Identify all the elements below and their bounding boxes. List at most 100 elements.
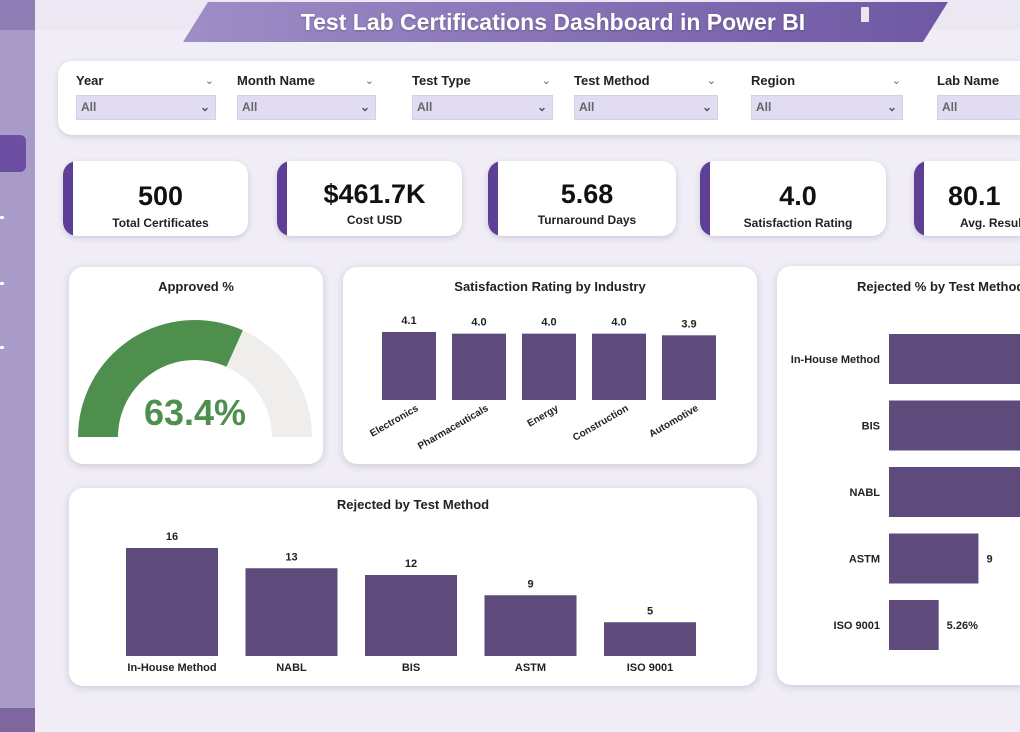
filter-value: All bbox=[81, 100, 97, 114]
bar bbox=[592, 333, 646, 400]
sidebar-nav-item[interactable] bbox=[0, 282, 4, 285]
bar bbox=[126, 548, 218, 656]
sidebar-nav-item[interactable] bbox=[0, 346, 4, 349]
bookmark-icon[interactable] bbox=[861, 7, 869, 22]
filter-value: All bbox=[579, 100, 595, 114]
gauge-fill bbox=[78, 320, 243, 437]
category-label: ASTM bbox=[849, 554, 880, 566]
data-label: 5 bbox=[647, 605, 653, 617]
category-label: NABL bbox=[849, 487, 880, 499]
bar bbox=[889, 600, 939, 650]
category-label: ASTM bbox=[515, 662, 546, 674]
filter-label: Year bbox=[76, 73, 104, 88]
satisfaction-by-industry-card: Satisfaction Rating by Industry 4.1 Elect… bbox=[343, 267, 757, 464]
kpi-accent bbox=[277, 161, 287, 236]
bar bbox=[889, 533, 979, 584]
kpi-satisfaction-rating: 4.0 Satisfaction Rating bbox=[700, 161, 886, 236]
kpi-value: 5.68 bbox=[560, 179, 614, 209]
chevron-down-icon[interactable]: ⌄ bbox=[204, 75, 214, 87]
filter-month-name[interactable]: Month Name ⌄ All ⌄ bbox=[237, 71, 376, 120]
data-label: 16 bbox=[166, 531, 178, 543]
sidebar-nav-item[interactable] bbox=[0, 216, 4, 219]
data-label: 4.0 bbox=[611, 317, 626, 329]
sidebar-nav-active[interactable] bbox=[0, 135, 26, 172]
filter-select[interactable]: All ⌄ bbox=[751, 95, 903, 120]
kpi-avg-result: 80.1 Avg. Result bbox=[914, 161, 1020, 236]
kpi-value: 4.0 bbox=[779, 181, 817, 211]
rejected-by-test-method-card: Rejected by Test Method 16 In-House Metho… bbox=[69, 488, 757, 686]
kpi-label: Satisfaction Rating bbox=[743, 216, 853, 230]
chevron-down-icon[interactable]: ⌄ bbox=[364, 75, 374, 87]
chevron-down-icon: ⌄ bbox=[199, 100, 210, 114]
category-label: Electronics bbox=[368, 403, 421, 440]
kpi-accent bbox=[63, 161, 73, 236]
data-label: 12 bbox=[405, 558, 417, 570]
sidebar-footer bbox=[0, 708, 35, 732]
filter-select[interactable]: All ⌄ bbox=[76, 95, 216, 120]
chevron-down-icon: ⌄ bbox=[536, 100, 547, 114]
filter-label: Region bbox=[751, 73, 796, 88]
filter-select[interactable]: All ⌄ bbox=[574, 95, 718, 120]
bar bbox=[889, 467, 1020, 517]
chart-title: Satisfaction Rating by Industry bbox=[454, 279, 646, 294]
bar bbox=[365, 575, 457, 656]
kpi-value: 500 bbox=[137, 181, 184, 211]
rejected-by-test-method-chart: 16 In-House Method 13 NABL 12 BIS 9 ASTM 5 ISO 90… bbox=[126, 531, 696, 674]
approved-gauge-card: Approved % 63.4% bbox=[69, 267, 323, 464]
chevron-down-icon: ⌄ bbox=[886, 100, 897, 114]
data-label: 4.1 bbox=[401, 315, 416, 327]
gauge-value-label: 63.4% bbox=[144, 392, 246, 433]
title-banner: Test Lab Certifications Dashboard in Pow… bbox=[183, 2, 948, 42]
filter-test-type[interactable]: Test Type ⌄ All ⌄ bbox=[412, 71, 553, 120]
bar bbox=[662, 335, 716, 400]
bar bbox=[382, 332, 436, 400]
category-label: BIS bbox=[862, 421, 880, 433]
filter-select[interactable]: All bbox=[937, 95, 1020, 120]
filter-value: All bbox=[756, 100, 772, 114]
category-label: ISO 9001 bbox=[834, 620, 880, 632]
satisfaction-by-industry-chart: 4.1 Electronics 4.0 Pharmaceuticals 4.0 Energ… bbox=[368, 315, 716, 452]
rejected-pct-by-test-method-chart: In-House Method BIS NABL ASTM 9 ISO 9001 5.26% bbox=[791, 334, 1020, 650]
chevron-down-icon: ⌄ bbox=[359, 100, 370, 114]
chart-title: Rejected % by Test Method bbox=[857, 279, 1020, 294]
page-title: Test Lab Certifications Dashboard in Pow… bbox=[300, 8, 806, 35]
filter-year[interactable]: Year ⌄ All ⌄ bbox=[76, 71, 216, 120]
kpi-value: 80.1 bbox=[948, 181, 1001, 211]
kpi-label: Avg. Result bbox=[960, 216, 1020, 230]
kpi-label: Turnaround Days bbox=[537, 213, 637, 227]
data-label: 9 bbox=[527, 578, 533, 590]
filter-select[interactable]: All ⌄ bbox=[412, 95, 553, 120]
bar bbox=[522, 333, 576, 400]
category-label: Construction bbox=[571, 403, 630, 444]
filter-select[interactable]: All ⌄ bbox=[237, 95, 376, 120]
data-label: 13 bbox=[285, 551, 297, 563]
chart-title: Rejected by Test Method bbox=[336, 497, 490, 512]
filter-value: All bbox=[417, 100, 433, 114]
kpi-accent bbox=[488, 161, 498, 236]
bar bbox=[604, 622, 696, 656]
chevron-down-icon[interactable]: ⌄ bbox=[541, 75, 551, 87]
filter-panel: Year ⌄ All ⌄ Month Name ⌄ All ⌄ Test Type … bbox=[58, 61, 1020, 135]
data-label: 5.26% bbox=[947, 620, 978, 632]
kpi-turnaround-days: 5.68 Turnaround Days bbox=[488, 161, 676, 236]
rejected-pct-by-test-method-card: Rejected % by Test Method In-House Metho… bbox=[777, 266, 1020, 685]
sidebar bbox=[0, 0, 35, 732]
chevron-down-icon[interactable]: ⌄ bbox=[706, 75, 716, 87]
filter-lab-name[interactable]: Lab Name All bbox=[937, 71, 1020, 120]
category-label: Pharmaceuticals bbox=[416, 403, 491, 452]
chevron-down-icon[interactable]: ⌄ bbox=[891, 75, 901, 87]
filter-value: All bbox=[242, 100, 258, 114]
filter-test-method[interactable]: Test Method ⌄ All ⌄ bbox=[574, 71, 718, 120]
data-label: 9 bbox=[986, 554, 992, 566]
filter-label: Lab Name bbox=[937, 73, 1000, 88]
bar bbox=[245, 568, 338, 656]
category-label: Energy bbox=[526, 403, 561, 430]
category-label: NABL bbox=[276, 662, 307, 674]
data-label: 3.9 bbox=[681, 318, 696, 330]
kpi-accent bbox=[914, 161, 924, 236]
category-label: Automotive bbox=[647, 403, 701, 440]
data-label: 4.0 bbox=[541, 317, 556, 329]
filter-region[interactable]: Region ⌄ All ⌄ bbox=[751, 71, 903, 120]
kpi-accent bbox=[700, 161, 710, 236]
bar bbox=[484, 595, 577, 656]
